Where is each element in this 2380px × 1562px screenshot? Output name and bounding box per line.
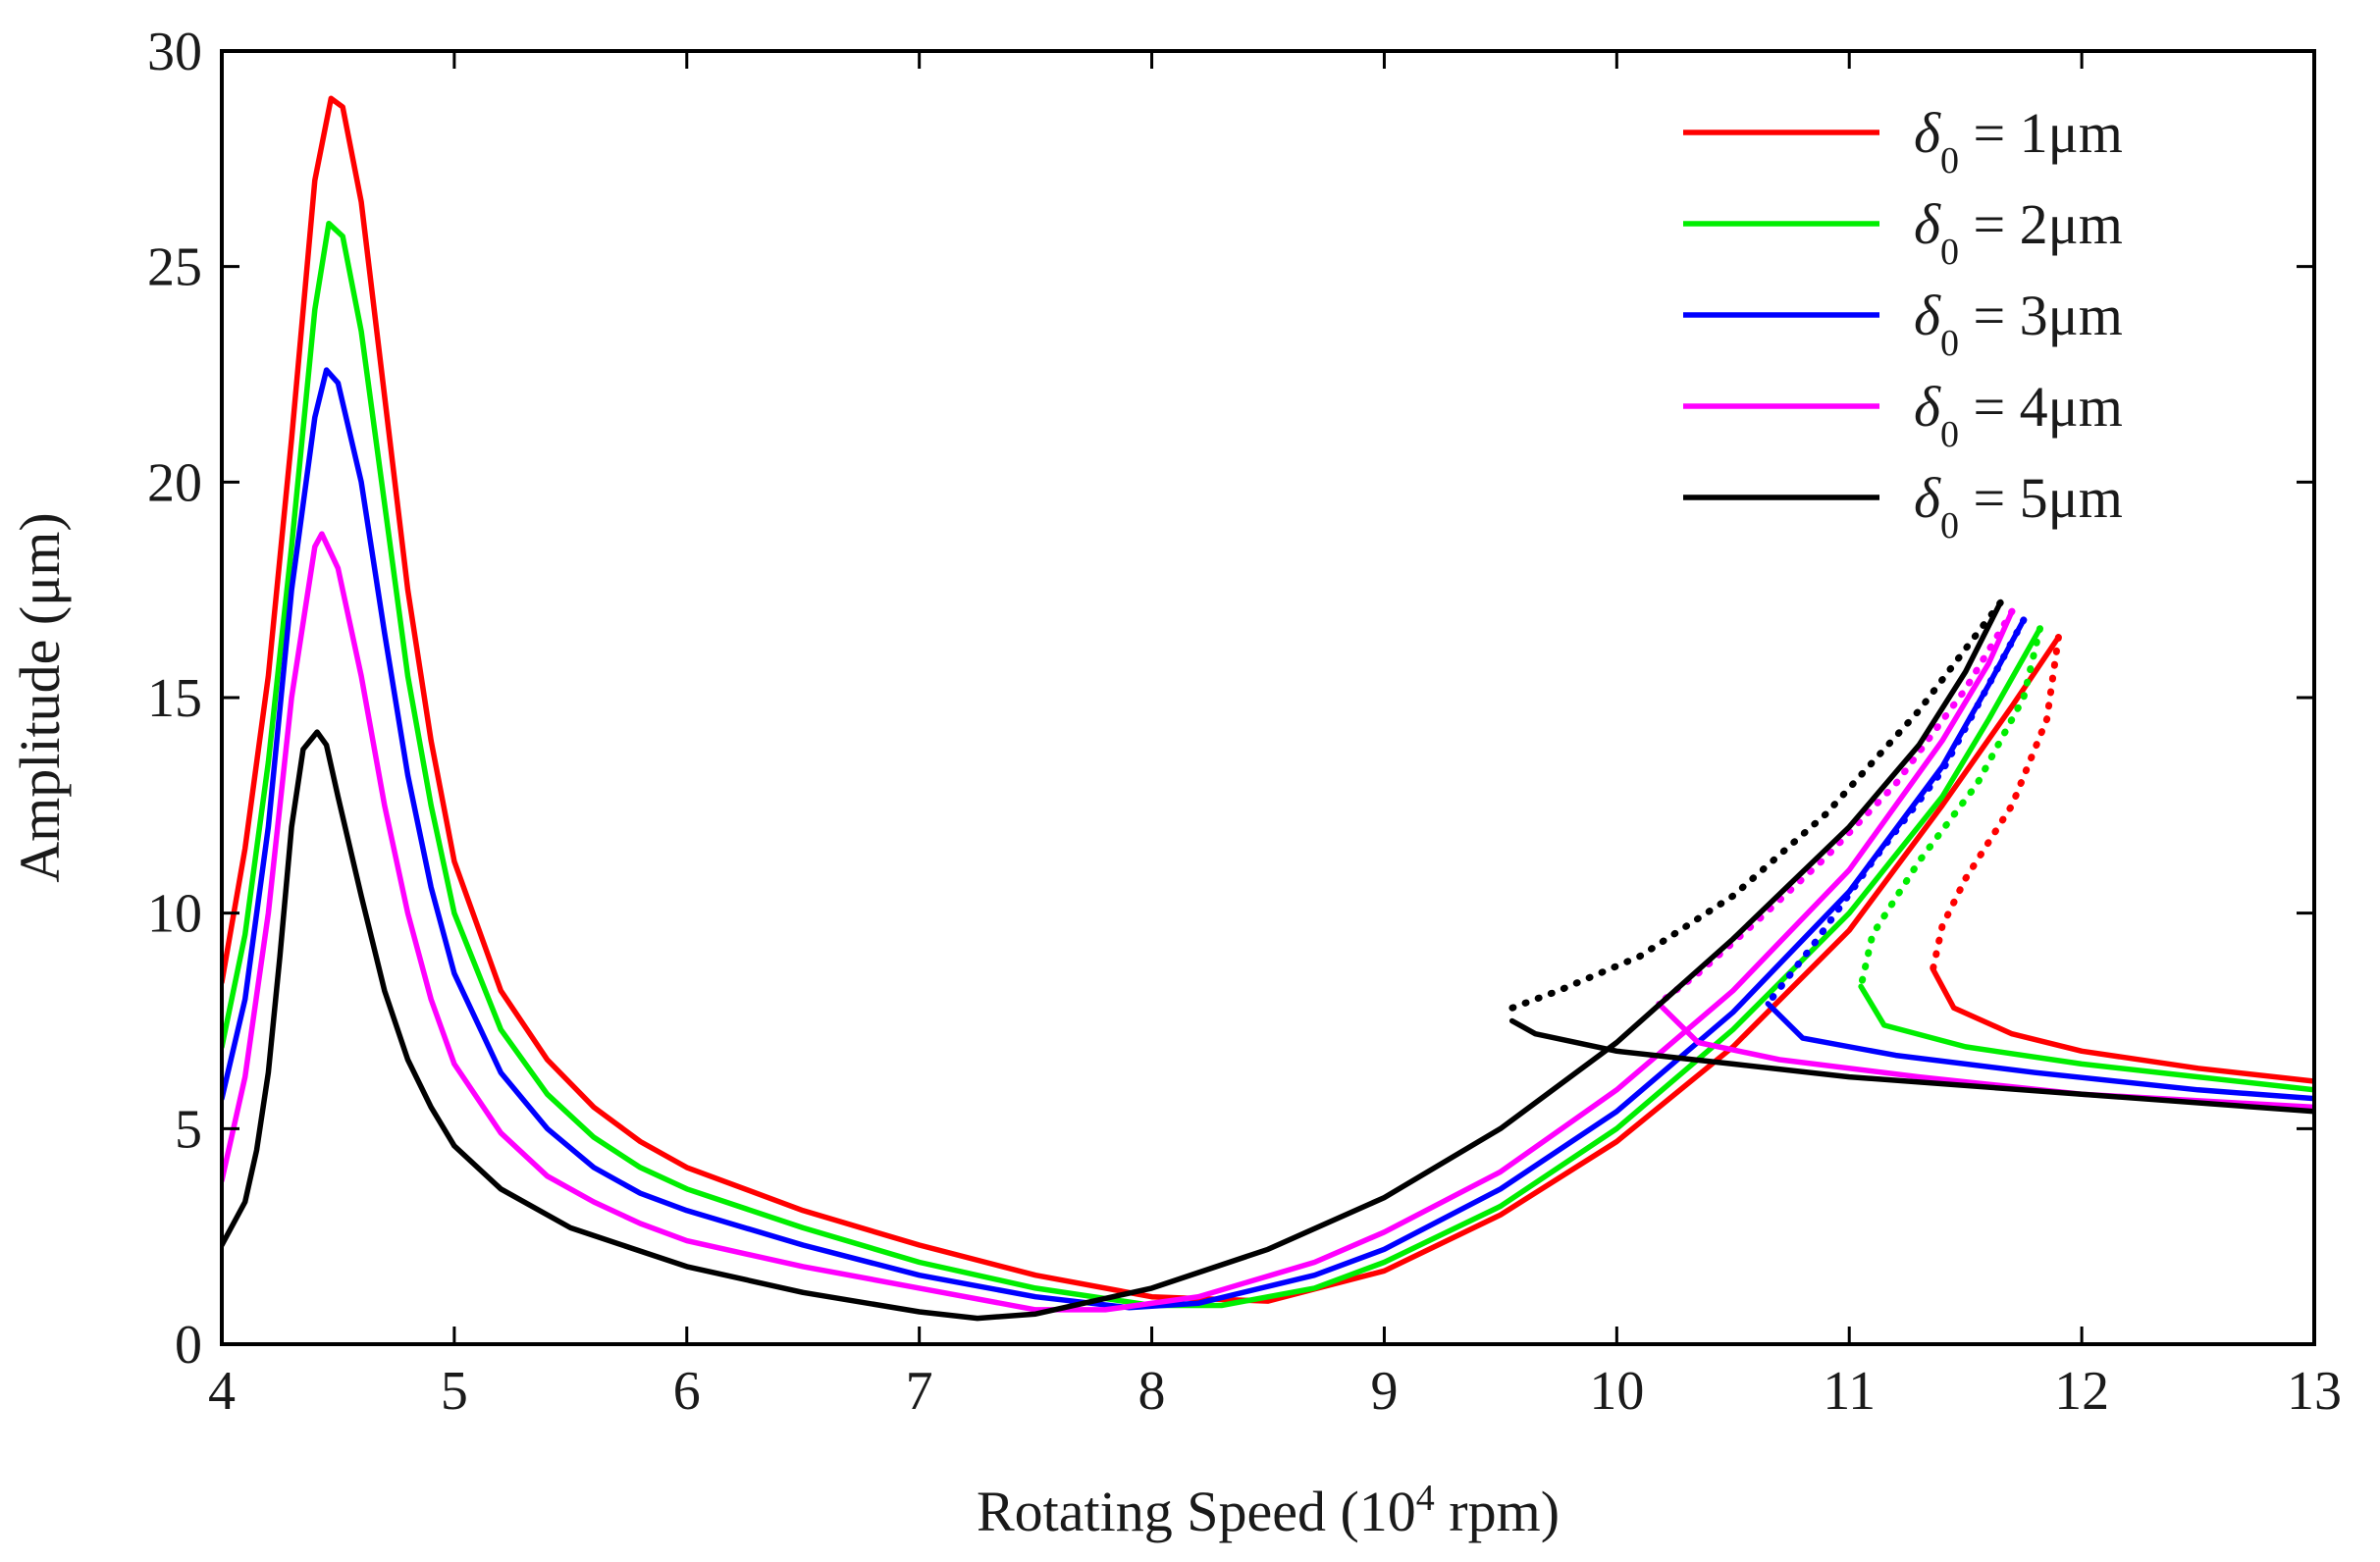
y-tick-label: 5 [175,1099,202,1160]
legend-entry: δ0 = 2μm [1683,192,2123,273]
series-line-stable-upper [1930,966,2314,1084]
series-5 [222,599,2314,1322]
legend-label: δ0 = 4μm [1914,375,2123,455]
legend-label: δ0 = 1μm [1914,101,2123,182]
legend-label: δ0 = 5μm [1914,466,2123,547]
x-axis-label-superscript: 4 [1416,1478,1435,1519]
legend-symbol: δ [1914,192,1941,256]
legend-subscript: 0 [1940,414,1959,455]
legend-value: = 1μm [1959,101,2123,165]
y-tick-label: 15 [147,668,202,729]
legend-symbol: δ [1914,101,1941,165]
x-tick-label: 7 [906,1361,933,1422]
y-tick-label: 20 [147,452,202,513]
series-line-unstable [1930,634,2062,973]
series-line-stable-upper [1858,983,2314,1093]
x-tick-label: 9 [1370,1361,1398,1422]
series-line-unstable [1508,599,2004,1012]
x-tick-label: 6 [673,1361,701,1422]
y-tick-label: 25 [147,237,202,298]
series-line-stable-lower [222,531,2015,1313]
y-tick-label: 30 [147,22,202,82]
legend-symbol: δ [1914,284,1941,347]
x-tick-label: 11 [1823,1361,1876,1422]
series-line-stable-lower [222,367,2027,1311]
x-tick-label: 10 [1589,1361,1644,1422]
series-line-stable-upper [1508,1017,2314,1115]
legend-entry: δ0 = 1μm [1683,101,2123,182]
legend-subscript: 0 [1940,140,1959,182]
series-4 [222,531,2314,1313]
series-line-unstable [1764,616,2028,1008]
legend-label: δ0 = 3μm [1914,284,2123,364]
legend-value: = 5μm [1959,466,2123,530]
series-line-stable-lower [222,220,2043,1309]
legend-symbol: δ [1914,375,1941,439]
tick-layer: 4 5 6 7 8 9 10 11 12 13 0 5 10 15 20 25 30 [147,22,2342,1422]
y-axis-label: Amplitude (μm) [8,512,72,882]
x-axis-label-tail: rpm) [1435,1480,1560,1543]
legend-value: = 3μm [1959,284,2123,347]
x-tick-label: 4 [208,1361,236,1422]
legend-label: δ0 = 2μm [1914,192,2123,273]
x-axis-label: Rotating Speed (104 rpm) [977,1478,1560,1543]
x-axis-label-main: Rotating Speed (10 [977,1480,1416,1543]
y-tick-label: 10 [147,884,202,945]
y-tick-label: 0 [175,1315,202,1376]
legend-subscript: 0 [1940,505,1959,547]
x-tick-label: 13 [2287,1361,2342,1422]
legend-value: = 4μm [1959,375,2123,439]
series-line-unstable [1857,625,2043,990]
x-tick-label: 5 [441,1361,468,1422]
series-line-stable-lower [222,95,2062,1304]
series-1 [222,95,2314,1304]
series-3 [222,367,2314,1311]
series-line-stable-upper [1765,1001,2314,1102]
x-tick-label: 12 [2054,1361,2109,1422]
legend-subscript: 0 [1940,232,1959,273]
series-2 [222,220,2314,1309]
series-line-stable-lower [222,599,2003,1322]
legend-entry: δ0 = 3μm [1683,284,2123,364]
legend-symbol: δ [1914,466,1941,530]
legend-entry: δ0 = 5μm [1683,466,2123,547]
x-tick-label: 8 [1138,1361,1166,1422]
legend-subscript: 0 [1940,323,1959,364]
legend-entry: δ0 = 4μm [1683,375,2123,455]
series-layer [222,95,2314,1322]
legend-value: = 2μm [1959,192,2123,256]
